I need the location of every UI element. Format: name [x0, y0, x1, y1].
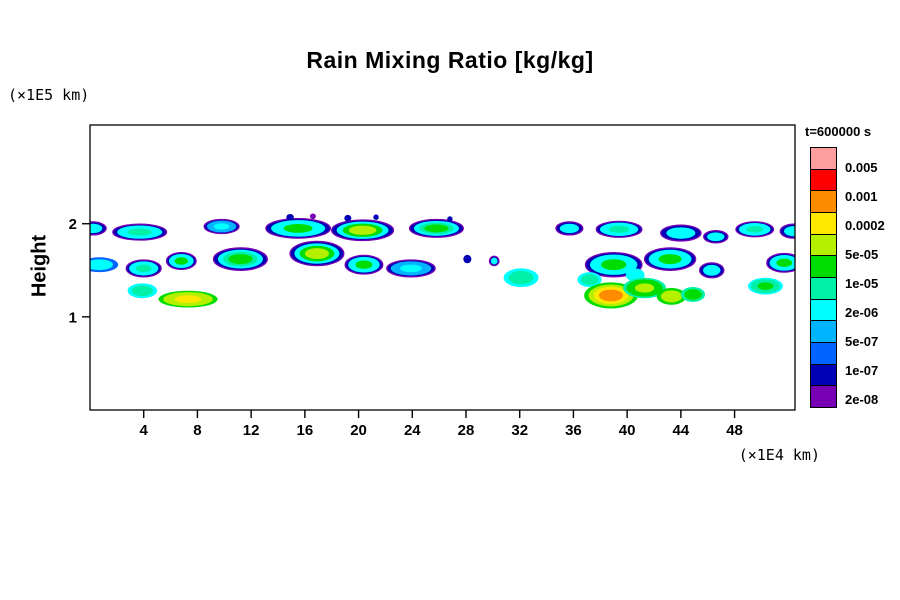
contour-blob — [707, 232, 725, 242]
legend-color-patch — [811, 342, 836, 364]
legend-colorbar — [810, 147, 837, 408]
legend-color-patch — [811, 190, 836, 213]
contour-blob — [228, 254, 253, 265]
rain-contours — [90, 213, 795, 309]
legend-value-label: 5e-07 — [845, 334, 879, 349]
contour-blob — [580, 274, 599, 285]
contour-blob — [634, 283, 655, 293]
legend-value-label: 0.001 — [845, 189, 878, 204]
legend-color-patch — [811, 385, 836, 408]
legend-color-patch — [811, 168, 836, 191]
x-tick-label: 16 — [297, 422, 314, 439]
chart-title: Rain Mixing Ratio [kg/kg] — [306, 47, 594, 73]
y-axis-unit-label: (×1E5 km) — [8, 86, 90, 104]
contour-blob — [776, 258, 793, 268]
contour-blob — [127, 228, 152, 236]
legend-value-label: 1e-05 — [845, 276, 879, 291]
plot-frame — [89, 124, 796, 411]
contour-blob — [174, 257, 188, 265]
contour-blob — [601, 259, 627, 271]
contour-blob — [424, 224, 449, 233]
contour-blob — [213, 223, 230, 230]
contour-blob — [131, 285, 154, 297]
contour-blob — [757, 282, 774, 290]
x-tick-label: 8 — [193, 422, 201, 439]
x-tick-label: 36 — [565, 422, 582, 439]
x-tick-label: 4 — [140, 422, 149, 439]
legend-value-label: 1e-07 — [845, 363, 879, 378]
contour-blob — [660, 290, 683, 303]
legend-color-patch — [811, 148, 836, 169]
contour-blob — [658, 254, 682, 265]
legend-value-label: 2e-06 — [845, 305, 879, 320]
contour-blob — [135, 264, 152, 273]
legend-value-label: 0.0002 — [845, 218, 885, 233]
x-tick-label: 44 — [673, 422, 690, 439]
contour-blob — [90, 223, 103, 234]
y-tick-label: 1 — [69, 309, 77, 326]
x-tick-label: 32 — [511, 422, 528, 439]
contour-blob — [309, 213, 316, 220]
contour-blob — [559, 223, 580, 234]
legend-color-patch — [811, 255, 836, 278]
contour-blob — [666, 227, 696, 239]
contour-blob — [783, 226, 795, 237]
legend-color-patch — [811, 233, 836, 256]
legend-color-patch — [811, 298, 836, 321]
contour-blob — [348, 225, 377, 235]
contour-blob — [608, 225, 630, 233]
x-tick-label: 28 — [458, 422, 475, 439]
legend-value-label: 2e-08 — [845, 392, 879, 407]
contour-blob — [90, 259, 113, 271]
x-axis-unit-label: (×1E4 km) — [738, 446, 820, 464]
contour-blob — [373, 214, 379, 221]
contour-blob — [355, 260, 373, 269]
contour-blob — [508, 271, 534, 285]
y-tick-label: 2 — [69, 216, 77, 233]
contour-blob — [400, 264, 422, 273]
x-tick-label: 40 — [619, 422, 636, 439]
contour-blob — [344, 214, 352, 222]
contour-blob — [447, 216, 453, 222]
legend-color-patch — [811, 212, 836, 234]
contour-blob — [304, 248, 330, 259]
contour-blob — [598, 289, 624, 302]
legend-time-label: t=600000 s — [805, 124, 872, 139]
contour-blob — [490, 257, 498, 265]
legend-value-label: 5e-05 — [845, 247, 879, 262]
contour-blob — [286, 213, 294, 221]
legend-value-label: 0.005 — [845, 160, 878, 175]
legend-color-patch — [811, 363, 836, 386]
contour-blob — [463, 254, 472, 264]
x-tick-label: 12 — [243, 422, 260, 439]
x-tick-label: 48 — [726, 422, 743, 439]
legend-color-patch — [811, 320, 836, 343]
x-tick-label: 24 — [404, 422, 421, 439]
y-axis-label: Height — [28, 234, 51, 298]
contour-blob — [684, 289, 702, 300]
contour-blob — [703, 264, 721, 276]
contour-blob — [174, 295, 202, 303]
legend-color-patch — [811, 277, 836, 299]
contour-blob — [283, 223, 313, 233]
contour-blob — [746, 225, 764, 233]
x-tick-label: 20 — [350, 422, 367, 439]
